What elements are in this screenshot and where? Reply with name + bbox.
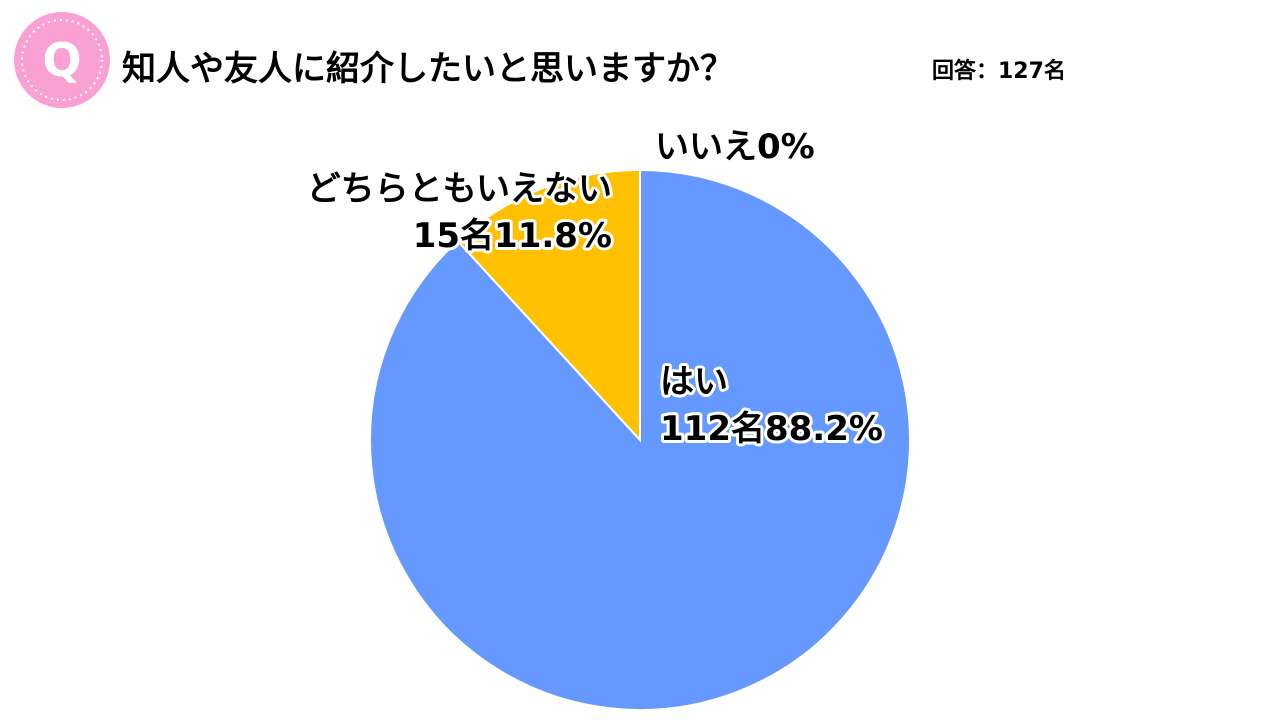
- icon-circle: [14, 12, 110, 108]
- q-icon: Q: [14, 12, 110, 108]
- category-label: どちらともいえない: [307, 169, 612, 209]
- chart-subtitle: 回答：127名: [932, 58, 1066, 84]
- value-label: 0%: [757, 127, 815, 167]
- slice-label: どちらともいえない 15名11.8%: [307, 169, 612, 256]
- value-label: 15名11.8%: [413, 216, 612, 256]
- icon-letter: Q: [42, 33, 81, 87]
- pie-slice: [456, 168, 641, 443]
- icon-dots: [21, 19, 103, 101]
- category-label: いいえ: [655, 127, 757, 167]
- slice-label: いいえ0%: [655, 127, 815, 167]
- category-label: はい: [660, 362, 728, 402]
- chart-title: 知人や友人に紹介したいと思いますか？: [122, 49, 734, 89]
- slice-label: はい 112名88.2%: [660, 362, 883, 449]
- value-label: 112名88.2%: [660, 409, 883, 449]
- labels: はい 112名88.2% いいえ0% どちらともいえない 15名11.8%: [304, 124, 886, 452]
- pie: [369, 168, 911, 711]
